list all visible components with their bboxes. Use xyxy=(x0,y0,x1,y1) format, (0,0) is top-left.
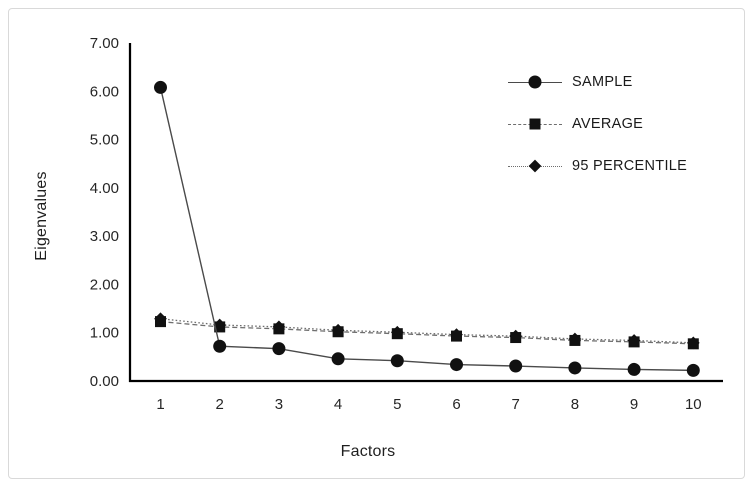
y-tick-label: 5.00 xyxy=(90,132,119,149)
circle-marker-icon xyxy=(450,358,463,372)
x-tick-label: 7 xyxy=(512,396,520,413)
series-line-95-percentile xyxy=(160,318,694,344)
legend-label-95-percentile: 95 PERCENTILE xyxy=(572,158,688,174)
x-tick-label: 6 xyxy=(452,396,460,413)
square-marker-icon xyxy=(628,336,640,348)
y-tick-label: 1.00 xyxy=(90,325,119,342)
x-tick-label: 9 xyxy=(630,396,638,413)
legend-item-95-percentile: 95 PERCENTILE xyxy=(508,145,687,187)
y-tick-label: 3.00 xyxy=(90,228,119,245)
square-marker-icon xyxy=(155,316,166,328)
legend-dotted-line xyxy=(508,159,562,173)
x-tick-label: 2 xyxy=(216,396,224,413)
y-tick-label: 7.00 xyxy=(90,35,119,52)
circle-marker-icon xyxy=(390,354,404,368)
diamond-marker-icon xyxy=(528,159,542,173)
square-marker-icon xyxy=(391,328,403,340)
x-tick-label: 5 xyxy=(393,396,401,413)
square-marker-icon xyxy=(273,323,285,335)
circle-marker-icon xyxy=(528,75,542,89)
circle-marker-icon xyxy=(154,80,167,94)
legend-item-average: AVERAGE xyxy=(508,103,687,145)
square-marker-icon xyxy=(687,338,699,350)
circle-marker-icon xyxy=(686,363,700,377)
square-marker-icon xyxy=(214,321,226,333)
y-tick-label: 4.00 xyxy=(90,180,119,197)
square-marker-icon xyxy=(510,332,522,344)
square-marker-icon xyxy=(529,118,541,130)
series-line-average xyxy=(160,320,694,345)
series-line-sample xyxy=(159,87,694,372)
x-tick-label: 4 xyxy=(334,396,342,413)
circle-marker-icon xyxy=(272,342,286,356)
square-marker-icon xyxy=(332,326,344,338)
x-axis-title: Factors xyxy=(340,443,396,460)
circle-marker-icon xyxy=(213,339,227,353)
y-tick-label: 0.00 xyxy=(90,373,119,390)
legend: SAMPLE AVERAGE 95 PERCENTILE xyxy=(508,61,687,187)
legend-item-sample: SAMPLE xyxy=(508,61,687,103)
x-tick-label: 8 xyxy=(571,396,579,413)
circle-marker-icon xyxy=(627,362,641,376)
x-tick-label: 1 xyxy=(156,396,164,413)
square-marker-icon xyxy=(569,334,581,346)
legend-dashed-line xyxy=(508,118,562,130)
y-axis-title: Eigenvalues xyxy=(33,171,50,261)
y-tick-label: 2.00 xyxy=(90,276,119,293)
legend-solid-line xyxy=(508,75,562,89)
square-marker-icon xyxy=(451,330,462,342)
legend-label-sample: SAMPLE xyxy=(572,74,633,90)
circle-marker-icon xyxy=(331,352,345,366)
circle-marker-icon xyxy=(568,361,582,375)
circle-marker-icon xyxy=(509,359,523,373)
x-tick-label: 10 xyxy=(685,396,702,413)
x-tick-label: 3 xyxy=(275,396,283,413)
legend-label-average: AVERAGE xyxy=(572,116,644,132)
y-tick-label: 6.00 xyxy=(90,83,119,100)
